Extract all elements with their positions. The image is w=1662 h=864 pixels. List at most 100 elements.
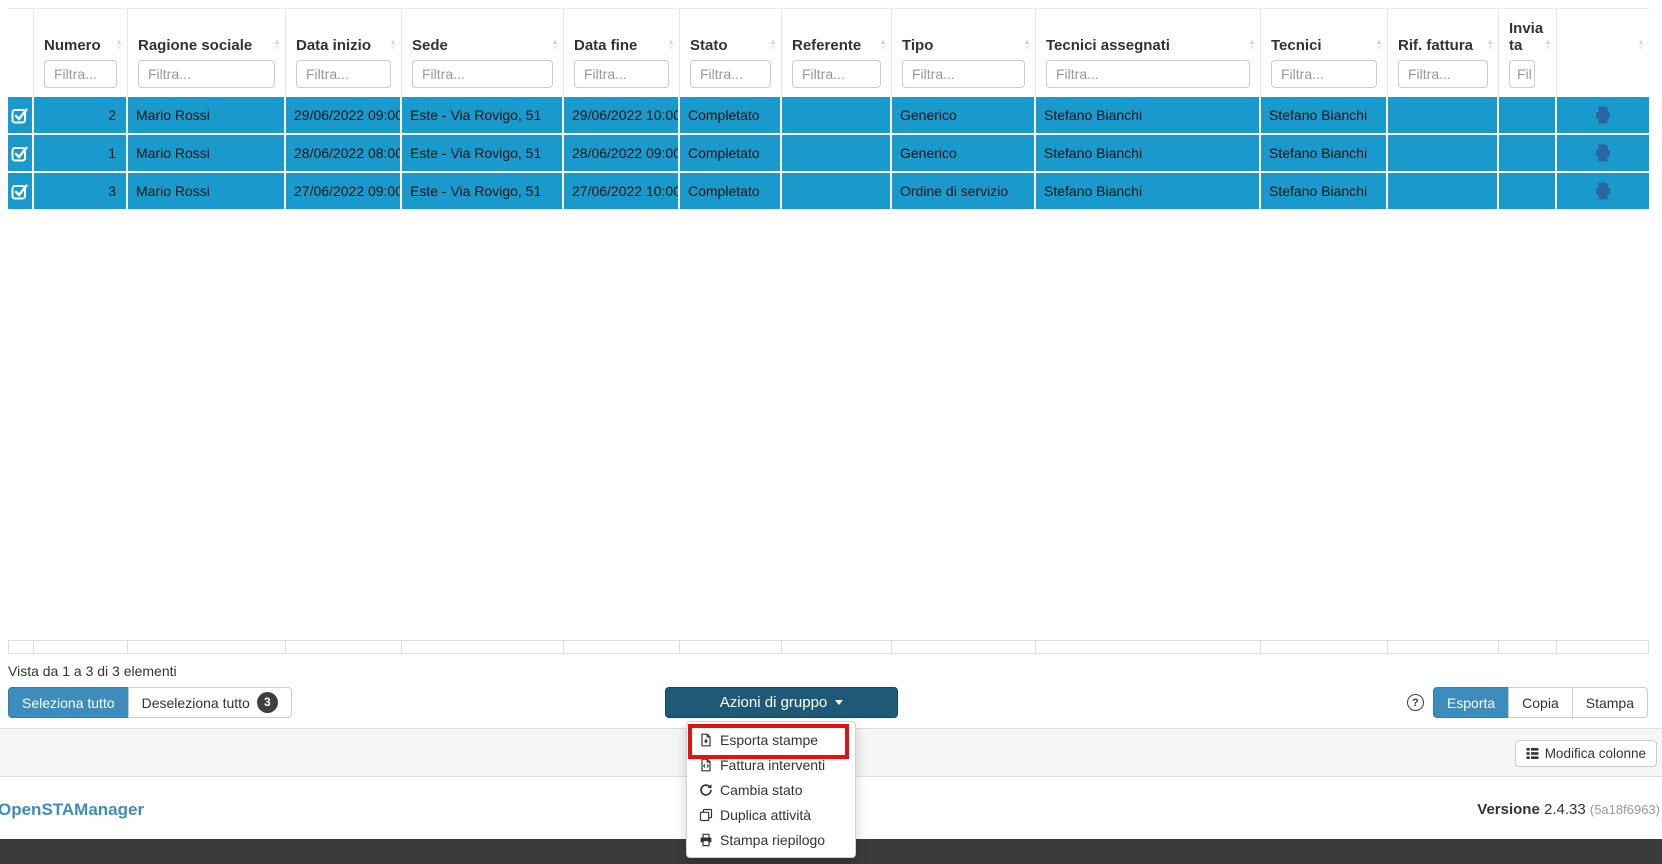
cell-data-fine: 28/06/2022 09:00 xyxy=(564,135,680,171)
column-header-tecnici[interactable]: ▲ ▼ Tecnici xyxy=(1261,9,1388,97)
row-select-checkbox[interactable] xyxy=(8,135,34,171)
sort-icon: ▲ ▼ xyxy=(551,37,559,52)
activities-table: ▲▼ Numero ▲▼ Ragione sociale ▲▼ Data ini… xyxy=(8,8,1649,654)
filter-input-rif-fattura[interactable] xyxy=(1398,60,1488,88)
menu-item-esporta-stampe[interactable]: Esporta stampe xyxy=(687,727,855,752)
sort-icon: ▲ ▼ xyxy=(1248,37,1256,52)
cell-ragione-sociale: Mario Rossi xyxy=(128,97,286,133)
export-button[interactable]: Esporta xyxy=(1432,687,1510,718)
copy-button[interactable]: Copia xyxy=(1508,687,1573,718)
menu-item-stampa-riepilogo[interactable]: Stampa riepilogo xyxy=(687,827,855,852)
cell-sede: Este - Via Rovigo, 51 xyxy=(402,135,564,171)
cell-data-fine: 29/06/2022 10:00 xyxy=(564,97,680,133)
filter-input-data-inizio[interactable] xyxy=(296,60,391,88)
menu-item-label: Esporta stampe xyxy=(720,731,819,748)
print-icon xyxy=(1596,144,1610,162)
cell-tipo: Ordine di servizio xyxy=(892,173,1036,209)
table-row[interactable]: 1 Mario Rossi 28/06/2022 08:00 Este - Vi… xyxy=(8,135,1649,173)
column-header-select xyxy=(8,9,34,97)
column-header-sede[interactable]: ▲ ▼ Sede xyxy=(402,9,564,97)
column-header-inviata[interactable]: ▲ ▼ Inviata xyxy=(1499,9,1557,97)
cell-tecnici-assegnati: Stefano Bianchi xyxy=(1036,97,1261,133)
column-header-tecnici-assegnati[interactable]: ▲ ▼ Tecnici assegnati xyxy=(1036,9,1261,97)
filter-input-inviata[interactable] xyxy=(1509,60,1535,88)
help-icon[interactable]: ? xyxy=(1406,694,1424,711)
print-activity-button[interactable] xyxy=(1557,173,1649,209)
check-square-icon xyxy=(11,184,28,200)
refresh-icon xyxy=(700,783,712,796)
cell-numero: 1 xyxy=(34,135,128,171)
copy-label: Copia xyxy=(1522,694,1559,711)
column-header-referente[interactable]: ▲ ▼ Referente xyxy=(782,9,892,97)
cell-numero: 2 xyxy=(34,97,128,133)
filter-input-data-fine[interactable] xyxy=(574,60,669,88)
modify-columns-label: Modifica colonne xyxy=(1544,746,1646,761)
column-header-data-fine[interactable]: ▲ ▼ Data fine xyxy=(564,9,680,97)
print-button[interactable]: Stampa xyxy=(1571,687,1648,718)
column-header-stato[interactable]: ▲ ▼ Stato xyxy=(680,9,782,97)
menu-item-cambia-stato[interactable]: Cambia stato xyxy=(687,777,855,802)
filter-input-ragione-sociale[interactable] xyxy=(138,60,275,88)
export-button-group: Esporta Copia Stampa xyxy=(1432,687,1648,718)
print-label: Stampa xyxy=(1585,694,1634,711)
file-export-icon xyxy=(701,733,711,746)
table-row[interactable]: 3 Mario Rossi 27/06/2022 09:00 Este - Vi… xyxy=(8,173,1649,211)
print-activity-button[interactable] xyxy=(1557,97,1649,133)
export-toolbar: ? Esporta Copia Stampa xyxy=(1406,687,1648,718)
column-header-numero[interactable]: ▲ ▼ Numero xyxy=(34,9,128,97)
filter-input-numero[interactable] xyxy=(44,60,117,88)
column-label: Data inizio xyxy=(296,36,372,54)
column-label: Data fine xyxy=(574,36,638,54)
menu-item-duplica-attivita[interactable]: Duplica attività xyxy=(687,802,855,827)
cell-data-inizio: 28/06/2022 08:00 xyxy=(286,135,402,171)
sort-icon: ▲ ▼ xyxy=(1637,37,1645,52)
sort-icon: ▲ ▼ xyxy=(389,37,397,52)
cell-data-fine: 27/06/2022 10:00 xyxy=(564,173,680,209)
cell-tecnici: Stefano Bianchi xyxy=(1261,97,1388,133)
cell-rif-fattura xyxy=(1388,97,1499,133)
column-label: Tecnici xyxy=(1271,36,1322,54)
cell-tecnici-assegnati: Stefano Bianchi xyxy=(1036,135,1261,171)
column-header-data-inizio[interactable]: ▲ ▼ Data inizio xyxy=(286,9,402,97)
column-header-ragione-sociale[interactable]: ▲ ▼ Ragione sociale xyxy=(128,9,286,97)
table-header: ▲▼ Numero ▲▼ Ragione sociale ▲▼ Data ini… xyxy=(8,8,1649,97)
openstamanager-link[interactable]: OpenSTAManager xyxy=(0,800,145,819)
select-all-button[interactable]: Seleziona tutto xyxy=(8,687,129,718)
selected-count-badge: 3 xyxy=(256,692,278,713)
select-all-label: Seleziona tutto xyxy=(22,694,115,711)
selection-button-group: Seleziona tutto Deseleziona tutto 3 xyxy=(8,687,292,718)
group-actions-button[interactable]: Azioni di gruppo xyxy=(665,687,898,718)
filter-input-tipo[interactable] xyxy=(902,60,1025,88)
cell-sede: Este - Via Rovigo, 51 xyxy=(402,173,564,209)
cell-referente xyxy=(782,135,892,171)
filter-input-referente[interactable] xyxy=(792,60,881,88)
column-label: Inviata xyxy=(1509,19,1544,54)
cell-tipo: Generico xyxy=(892,97,1036,133)
print-activity-button[interactable] xyxy=(1557,135,1649,171)
column-label: Stato xyxy=(690,36,728,54)
cell-stato: Completato xyxy=(680,97,782,133)
menu-item-fattura-interventi[interactable]: Fattura interventi xyxy=(687,752,855,777)
row-select-checkbox[interactable] xyxy=(8,97,34,133)
results-summary: Vista da 1 a 3 di 3 elementi xyxy=(8,663,177,679)
column-label: Rif. fattura xyxy=(1398,36,1473,54)
clone-icon xyxy=(699,808,713,821)
table-row[interactable]: 2 Mario Rossi 29/06/2022 09:00 Este - Vi… xyxy=(8,97,1649,135)
filter-input-stato[interactable] xyxy=(690,60,771,88)
cell-data-inizio: 27/06/2022 09:00 xyxy=(286,173,402,209)
row-select-checkbox[interactable] xyxy=(8,173,34,209)
cell-inviata xyxy=(1499,173,1557,209)
modify-columns-button[interactable]: Modifica colonne xyxy=(1514,740,1657,767)
print-icon xyxy=(700,833,712,846)
print-icon xyxy=(1596,182,1610,200)
column-header-tipo[interactable]: ▲ ▼ Tipo xyxy=(892,9,1036,97)
menu-item-label: Stampa riepilogo xyxy=(720,831,826,848)
filter-input-sede[interactable] xyxy=(412,60,553,88)
menu-item-label: Cambia stato xyxy=(720,781,803,798)
column-header-rif-fattura[interactable]: ▲ ▼ Rif. fattura xyxy=(1388,9,1499,97)
filter-input-tecnici-assegnati[interactable] xyxy=(1046,60,1250,88)
sort-icon: ▲ ▼ xyxy=(115,37,123,52)
group-actions-label: Azioni di gruppo xyxy=(719,694,828,711)
deselect-all-button[interactable]: Deseleziona tutto 3 xyxy=(127,687,292,718)
filter-input-tecnici[interactable] xyxy=(1271,60,1377,88)
